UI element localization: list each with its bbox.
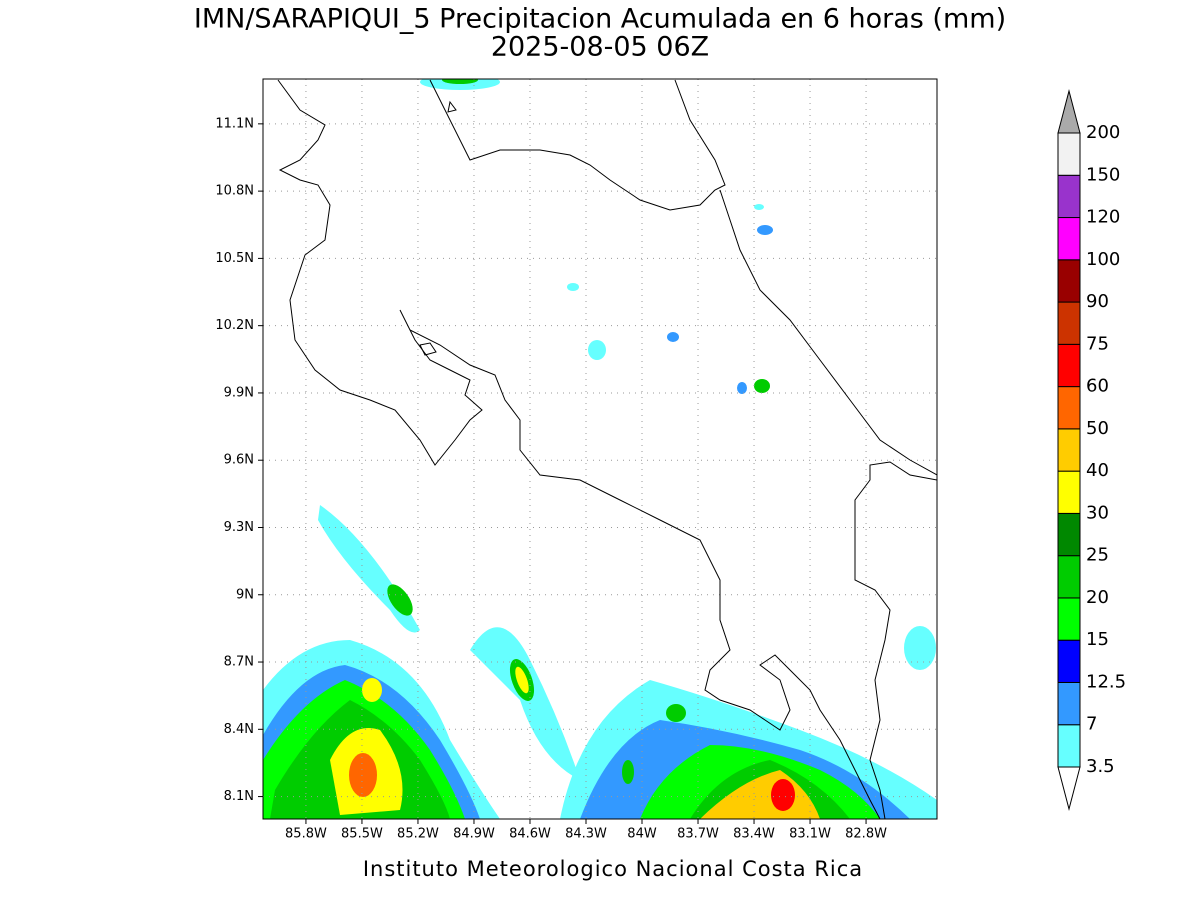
- colorbar-box: [1057, 132, 1081, 176]
- y-tick-label: 9.6N: [224, 453, 254, 468]
- colorbar-label: 120: [1086, 207, 1120, 228]
- y-tick-label: 11.1N: [215, 116, 254, 131]
- y-tick-label: 9.9N: [224, 385, 254, 400]
- y-tick-label: 9N: [236, 587, 254, 602]
- y-tick-label: 8.1N: [224, 789, 254, 804]
- colorbar-box: [1057, 681, 1081, 726]
- colorbar-box: [1057, 428, 1081, 472]
- colorbar-box: [1057, 174, 1081, 219]
- x-tick-label: 83.1W: [789, 827, 831, 842]
- x-tick-label: 84.6W: [509, 827, 551, 842]
- y-tick-label: 8.7N: [224, 655, 254, 670]
- colorbar-box: [1057, 470, 1081, 514]
- map-frame: [262, 78, 938, 820]
- colorbar-box: [1057, 217, 1081, 261]
- colorbar-label: 25: [1086, 545, 1109, 566]
- colorbar-label: 60: [1086, 376, 1109, 397]
- x-tick-label: 85.5W: [341, 827, 383, 842]
- colorbar-box: [1057, 386, 1081, 430]
- colorbar-box: [1057, 343, 1081, 388]
- x-tick-label: 85.8W: [285, 827, 327, 842]
- colorbar-label: 30: [1086, 502, 1109, 523]
- colorbar-over: [1057, 89, 1081, 134]
- colorbar-box: [1057, 259, 1081, 303]
- colorbar-box: [1057, 512, 1081, 557]
- map-title: IMN/SARAPIQUI_5 Precipitacion Acumulada …: [194, 4, 1006, 35]
- colorbar-label: 15: [1086, 629, 1109, 650]
- colorbar-label: 3.5: [1086, 756, 1115, 777]
- colorbar: 3.5 7 12.5 15 20 25 30 40 50 60 75 90 100 120 150 200: [1057, 89, 1126, 811]
- colorbar-label: 12.5: [1086, 671, 1126, 692]
- colorbar-label: 40: [1086, 460, 1109, 481]
- x-tick-label: 82.8W: [845, 827, 887, 842]
- credit: Instituto Meteorologico Nacional Costa R…: [363, 857, 863, 881]
- colorbar-box: [1057, 555, 1081, 599]
- y-tick-label: 10.5N: [215, 251, 254, 266]
- map-subtitle: 2025-08-05 06Z: [491, 32, 709, 63]
- grid: [263, 79, 937, 819]
- colorbar-label: 200: [1086, 122, 1120, 143]
- colorbar-label: 150: [1086, 164, 1120, 185]
- x-tick-label: 83.4W: [733, 827, 775, 842]
- axes: 85.8W 85.5W 85.2W 84.9W 84.6W 84.3W 84W 83.7W 83…: [215, 116, 887, 841]
- coastlines: [277, 79, 937, 819]
- x-tick-label: 84.3W: [565, 827, 607, 842]
- colorbar-label: 75: [1086, 333, 1109, 354]
- colorbar-label: 20: [1086, 587, 1109, 608]
- colorbar-box: [1057, 597, 1081, 641]
- x-tick-label: 84W: [627, 827, 657, 842]
- x-tick-label: 83.7W: [677, 827, 719, 842]
- y-tick-label: 9.3N: [224, 520, 254, 535]
- colorbar-box: [1057, 639, 1081, 683]
- colorbar-label: 90: [1086, 291, 1109, 312]
- colorbar-under: [1057, 766, 1081, 811]
- colorbar-label: 100: [1086, 249, 1120, 270]
- x-tick-label: 85.2W: [397, 827, 439, 842]
- y-tick-label: 10.2N: [215, 318, 254, 333]
- x-tick-label: 84.9W: [453, 827, 495, 842]
- colorbar-label: 7: [1086, 714, 1097, 735]
- colorbar-label: 50: [1086, 418, 1109, 439]
- y-tick-label: 10.8N: [215, 184, 254, 199]
- colorbar-box: [1057, 724, 1081, 768]
- y-tick-label: 8.4N: [224, 722, 254, 737]
- colorbar-box: [1057, 301, 1081, 345]
- precipitation-field: [263, 79, 937, 819]
